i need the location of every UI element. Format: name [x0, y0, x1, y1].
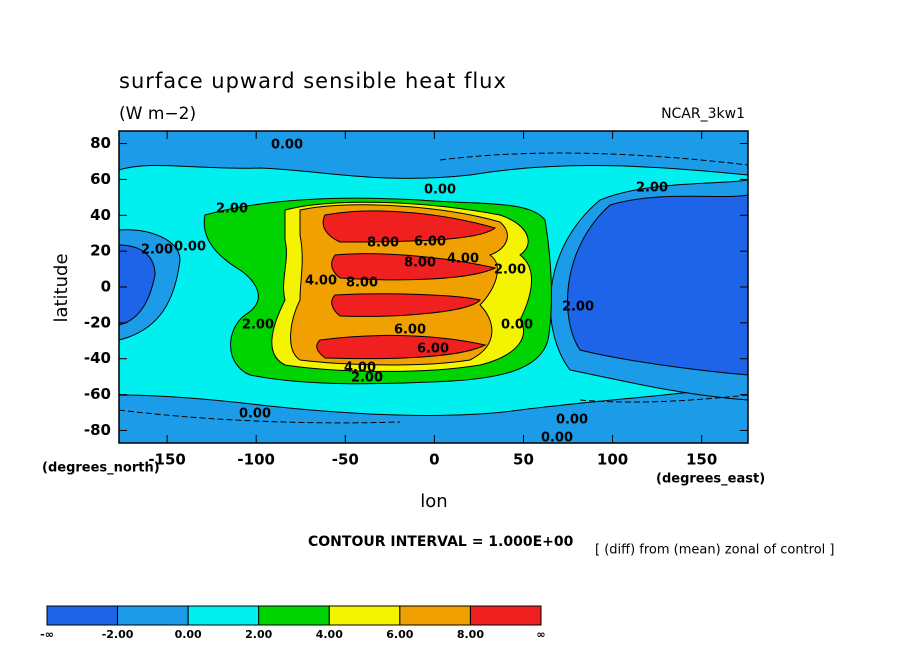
colorbar-label: ∞: [536, 628, 545, 641]
contour-label: 0.00: [501, 318, 533, 333]
contour-label: 4.00: [344, 361, 376, 376]
contour-label: 2.00: [216, 202, 248, 217]
contour-line: [439, 152, 748, 166]
colorbar-label: 6.00: [386, 628, 413, 641]
y-tick-label: 60: [90, 170, 111, 188]
contour-label: 6.00: [417, 342, 449, 357]
x-unit: (degrees_east): [656, 472, 765, 487]
contour-line: [579, 394, 748, 403]
colorbar-swatch: [469, 605, 542, 626]
contour-label: 2.00: [636, 181, 668, 196]
contour-label: 0.00: [541, 431, 573, 446]
contour-fill: [119, 131, 748, 179]
contour-label: 2.00: [494, 263, 526, 278]
contour-fill: [119, 244, 156, 326]
contour-label: 0.00: [174, 240, 206, 255]
y-tick-label: -80: [84, 421, 111, 439]
note: [ (diff) from (mean) zonal of control ]: [595, 543, 834, 558]
colorbar-swatch: [117, 605, 189, 626]
model-name: NCAR_3kw1: [661, 106, 745, 122]
colorbar-swatch: [187, 605, 260, 626]
y-tick-label: 80: [90, 134, 111, 152]
y-tick-label: 40: [90, 206, 111, 224]
contour-fill: [331, 253, 497, 281]
x-tick-label: 50: [513, 451, 534, 469]
contour-label: 2.00: [562, 300, 594, 315]
contour-label: 0.00: [271, 138, 303, 153]
x-tick-label: -50: [332, 451, 359, 469]
x-tick-label: -150: [148, 451, 186, 469]
colorbar-label: 2.00: [245, 628, 272, 641]
colorbar-label: 8.00: [457, 628, 484, 641]
contour-fill: [567, 194, 748, 376]
contour-label: 4.00: [447, 252, 479, 267]
contour-label: 2.00: [351, 371, 383, 386]
x-tick-label: 100: [597, 451, 628, 469]
contour-label: 0.00: [556, 413, 588, 428]
contour-interval: CONTOUR INTERVAL = 1.000E+00: [308, 534, 574, 550]
y-unit: (degrees_north): [42, 461, 160, 476]
colorbar-swatch: [258, 605, 330, 626]
contour-label: 4.00: [305, 274, 337, 289]
y-tick-label: -20: [84, 313, 111, 331]
colorbar-swatch: [328, 605, 401, 626]
contour-fill: [322, 210, 497, 243]
contour-fill: [119, 384, 748, 443]
contour-label: 8.00: [404, 256, 436, 271]
units: (W m−2): [119, 104, 196, 124]
contour-label: 6.00: [414, 235, 446, 250]
contour-label: 0.00: [424, 183, 456, 198]
x-tick-label: 150: [686, 451, 717, 469]
colorbar-label: -2.00: [102, 628, 134, 641]
y-tick-label: -60: [84, 385, 111, 403]
contour-label: 8.00: [346, 276, 378, 291]
colorbar-label: -∞: [40, 628, 54, 641]
x-tick-label: -100: [237, 451, 275, 469]
x-axis-label: lon: [420, 491, 447, 512]
colorbar-swatch: [399, 605, 471, 626]
contour-label: 2.00: [242, 318, 274, 333]
contour-line: [119, 409, 401, 424]
y-tick-label: 0: [101, 278, 111, 296]
colorbar-label: 4.00: [316, 628, 343, 641]
contour-label: 6.00: [394, 323, 426, 338]
colorbar-swatch: [46, 605, 119, 626]
contour-label: 0.00: [239, 407, 271, 422]
contour-fill: [290, 204, 508, 366]
y-tick-label: -40: [84, 349, 111, 367]
x-tick-label: 0: [429, 451, 439, 469]
contour-label: 2.00: [141, 243, 173, 258]
field: [119, 131, 748, 443]
contour-fill: [331, 293, 481, 317]
contour-label: 8.00: [367, 236, 399, 251]
colorbar-label: 0.00: [175, 628, 202, 641]
y-tick-label: 20: [90, 242, 111, 260]
contour-fill: [316, 334, 487, 360]
chart-title: surface upward sensible heat flux: [119, 69, 507, 93]
y-axis-label: latitude: [51, 253, 72, 322]
